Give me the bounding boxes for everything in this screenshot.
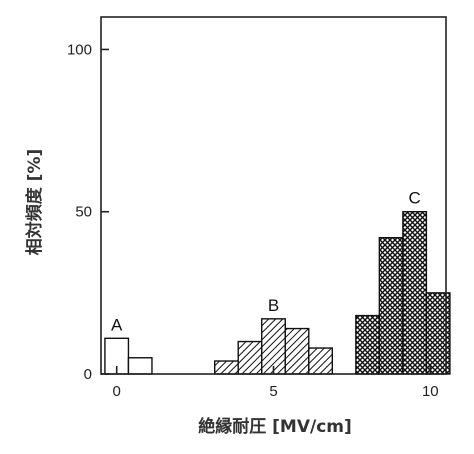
y-tick-label: 50	[75, 204, 92, 221]
plot-area	[104, 211, 451, 375]
bar-b-1	[237, 340, 263, 375]
bar-a-1	[127, 357, 153, 375]
bar-c-1	[378, 236, 404, 375]
bar-b-0	[213, 360, 239, 375]
group-label-a: A	[111, 315, 123, 334]
y-axis-title: 相対頻度 [%]	[24, 149, 45, 256]
group-label-b: B	[268, 296, 279, 315]
x-tick-label: 10	[422, 383, 439, 400]
x-axis-title: 絶縁耐圧 [MV/cm]	[198, 416, 352, 437]
bar-c-0	[355, 314, 381, 375]
bar-b-2	[261, 318, 286, 375]
bar-b-3	[284, 327, 310, 375]
y-tick-label: 0	[84, 366, 92, 383]
y-tick-label: 100	[67, 41, 92, 58]
bar-c-2	[402, 211, 428, 375]
group-label-c: C	[408, 189, 420, 208]
x-tick-label: 0	[113, 383, 121, 400]
x-tick-label: 5	[269, 383, 277, 400]
bar-b-4	[308, 347, 334, 375]
